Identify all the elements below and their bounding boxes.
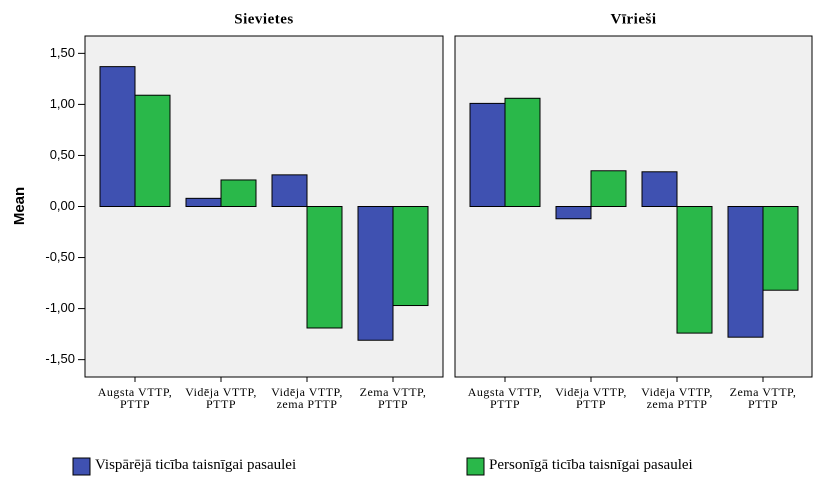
legend-swatch [466, 457, 485, 476]
y-tick-label: -1,50 [45, 351, 75, 366]
bar [727, 206, 764, 338]
x-tick-label: Vidēja VTTP, PTTP [185, 385, 257, 411]
x-tick-label: Zema VTTP, PTTP [359, 385, 427, 411]
y-tick-label: 1,50 [50, 45, 75, 60]
x-tick-label: Vidēja VTTP, zema PTTP [271, 385, 343, 411]
bar [185, 197, 222, 208]
y-tick-label: -1,00 [45, 300, 75, 315]
bar [220, 179, 257, 208]
y-tick-label: 1,00 [50, 96, 75, 111]
y-tick-label: 0,00 [50, 198, 75, 213]
bar [392, 206, 429, 307]
legend-swatch [72, 457, 91, 476]
bar [504, 97, 541, 207]
bar [762, 206, 799, 291]
bar [590, 170, 627, 207]
bar [306, 206, 343, 329]
bar [555, 206, 592, 220]
y-tick-label: 0,50 [50, 147, 75, 162]
x-tick-label: Augsta VTTP, PTTP [467, 385, 543, 411]
bar [641, 171, 678, 208]
legend-label: Personīgā ticība taisnīgai pasaulei [489, 457, 693, 473]
bar [357, 206, 394, 341]
bar [99, 66, 136, 208]
x-tick-label: Augsta VTTP, PTTP [97, 385, 173, 411]
bar [676, 206, 713, 334]
bar [134, 94, 171, 207]
panel-title: Sievietes [234, 11, 293, 27]
bar [271, 174, 308, 207]
bar [469, 102, 506, 207]
y-tick-label: -0,50 [45, 249, 75, 264]
x-tick-label: Vidēja VTTP, PTTP [555, 385, 627, 411]
x-tick-label: Zema VTTP, PTTP [729, 385, 797, 411]
x-tick-label: Vidēja VTTP, zema PTTP [641, 385, 713, 411]
y-axis-label: Mean [11, 187, 28, 225]
panel-title: Vīrieši [611, 11, 657, 27]
legend-label: Vispārējā ticība taisnīgai pasaulei [95, 457, 297, 473]
